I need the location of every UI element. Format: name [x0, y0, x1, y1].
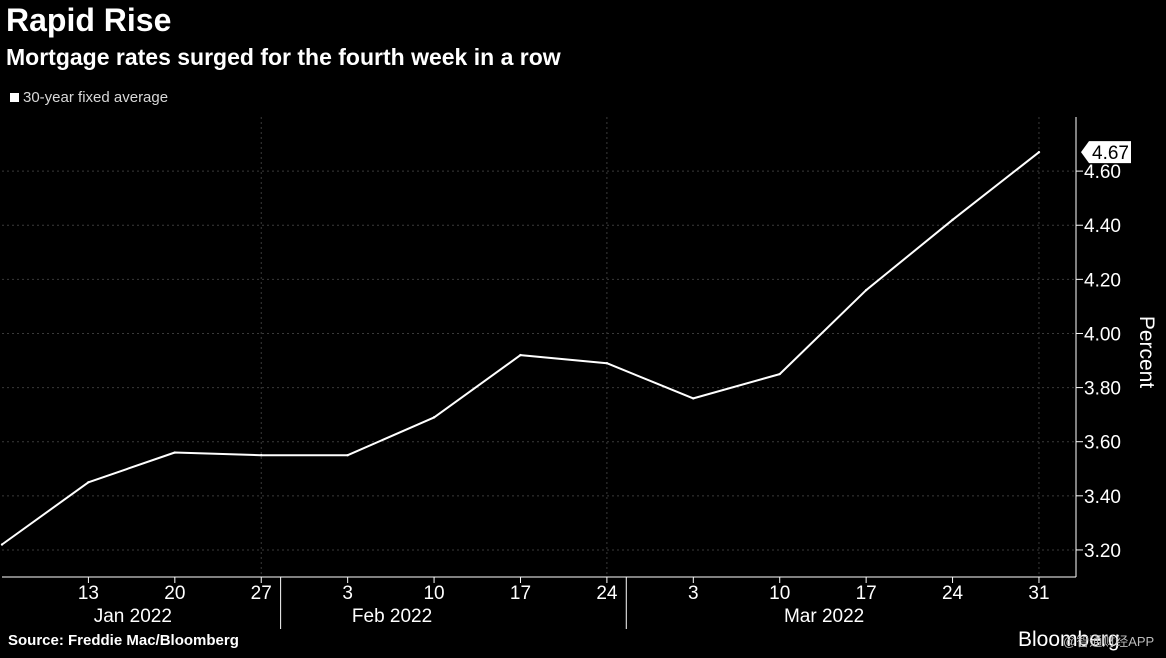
x-tick-label: 3 [342, 583, 353, 604]
x-tick-label: 31 [1028, 583, 1049, 604]
y-tick-label: 4.00 [1084, 324, 1121, 345]
data-point [260, 454, 263, 457]
data-point [1037, 150, 1041, 154]
data-point [87, 481, 90, 484]
chart-subtitle: Mortgage rates surged for the fourth wee… [6, 44, 561, 70]
x-tick-label: 24 [942, 583, 964, 604]
x-tick-label: 13 [78, 583, 99, 604]
last-value-tag-shape [1081, 141, 1131, 164]
legend-label: 30-year fixed average [23, 89, 169, 106]
data-point [951, 218, 954, 222]
data-point [346, 454, 349, 457]
data-point [432, 416, 436, 419]
last-value-label: 4.67 [1092, 143, 1129, 164]
data-point [778, 372, 781, 376]
data-point [519, 353, 522, 357]
x-month-label: Jan 2022 [94, 606, 172, 627]
y-axis-title: Percent [1135, 316, 1158, 389]
axes [2, 117, 1083, 629]
data-point [864, 288, 868, 292]
last-value-tag: 4.67 [1081, 141, 1131, 164]
chart-title: Rapid Rise [6, 2, 172, 38]
legend: 30-year fixed average [10, 89, 168, 106]
x-month-label: Feb 2022 [352, 606, 432, 627]
x-tick-label: 17 [856, 583, 877, 604]
y-tick-label: 3.20 [1084, 541, 1121, 562]
data-point [605, 362, 609, 365]
y-tick-label: 4.20 [1084, 270, 1121, 291]
y-tick-label: 4.60 [1084, 162, 1121, 183]
y-tick-label: 3.40 [1084, 487, 1121, 508]
x-tick-label: 10 [423, 583, 444, 604]
x-tick-label: 3 [688, 583, 699, 604]
watermark: @智通财经APP [1063, 634, 1155, 649]
x-tick-label: 10 [769, 583, 790, 604]
series [0, 150, 1041, 546]
x-tick-label: 17 [510, 583, 531, 604]
x-tick-label: 24 [596, 583, 618, 604]
series-line-30-year-fixed [1, 151, 1040, 546]
data-point [0, 543, 4, 546]
x-tick-label: 27 [251, 583, 272, 604]
source-note: Source: Freddie Mac/Bloomberg [8, 632, 239, 649]
y-tick-label: 3.80 [1084, 379, 1121, 400]
grid-lines [2, 117, 1076, 577]
bloomberg-logo: Bloomberg [1018, 628, 1120, 651]
legend-swatch [10, 93, 19, 102]
x-month-label: Mar 2022 [784, 606, 864, 627]
x-tick-label: 20 [164, 583, 185, 604]
data-point [173, 451, 177, 454]
data-point [692, 397, 695, 400]
y-tick-label: 3.60 [1084, 433, 1121, 454]
y-tick-label: 4.40 [1084, 216, 1121, 237]
